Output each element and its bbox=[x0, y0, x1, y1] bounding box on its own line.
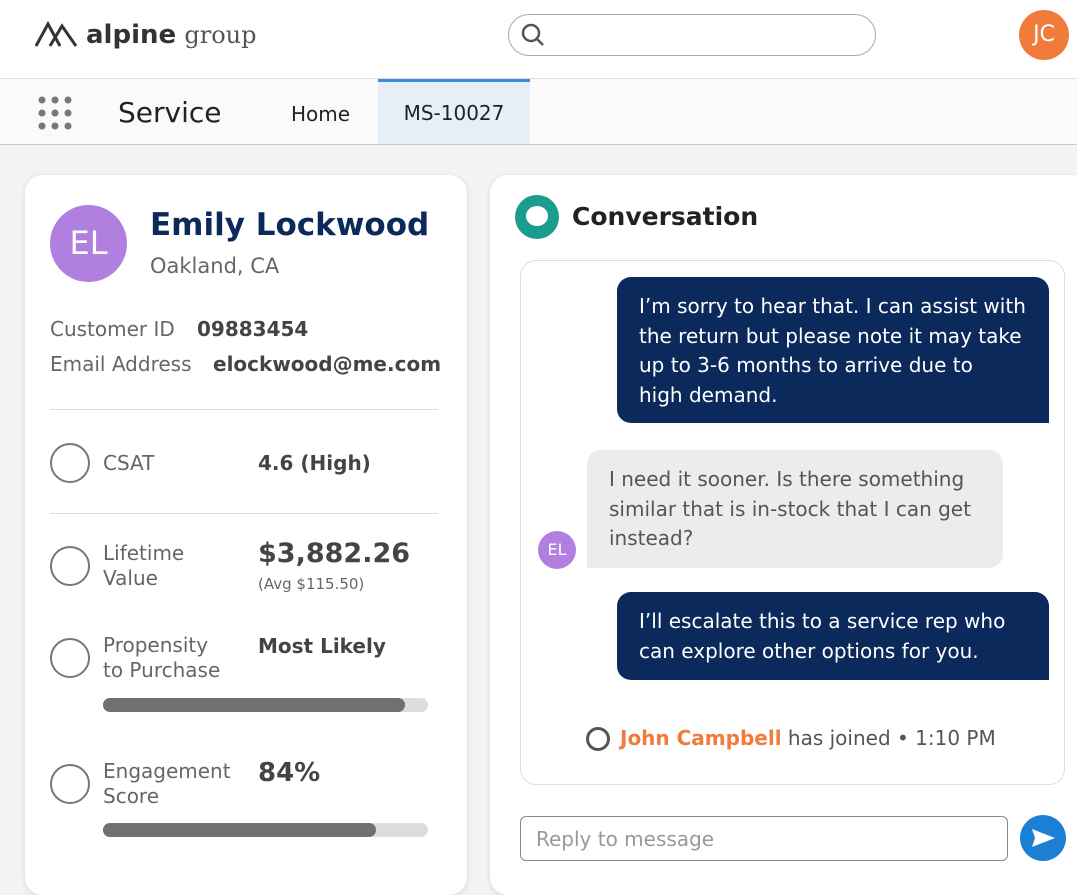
csat-label: CSAT bbox=[103, 451, 155, 475]
customer-avatar: EL bbox=[50, 205, 127, 282]
field-value: 09883454 bbox=[197, 317, 309, 341]
divider bbox=[50, 409, 438, 410]
label-line: Lifetime bbox=[103, 541, 185, 565]
propensity-label: Propensity to Purchase bbox=[103, 633, 220, 683]
agent-message: I’m sorry to hear that. I can assist wit… bbox=[617, 277, 1049, 423]
joined-text: has joined • 1:10 PM bbox=[787, 726, 996, 750]
field-value: elockwood@me.com bbox=[213, 352, 442, 376]
message-line: I’ll escalate this to a service rep who bbox=[639, 609, 1006, 633]
divider bbox=[50, 513, 438, 514]
app-launcher[interactable] bbox=[36, 95, 74, 133]
search-box[interactable] bbox=[508, 14, 876, 56]
message-avatar: EL bbox=[538, 531, 576, 569]
sparkle-icon bbox=[50, 764, 90, 804]
engagement-label: Engagement Score bbox=[103, 759, 231, 809]
message-line: up to 3-6 months to arrive due to bbox=[639, 353, 973, 377]
reply-input[interactable]: Reply to message bbox=[520, 816, 1008, 861]
propensity-value: Most Likely bbox=[258, 634, 386, 658]
conversation-icon bbox=[515, 195, 559, 239]
customer-card bbox=[25, 175, 467, 895]
field-label: Email Address bbox=[50, 352, 192, 376]
label-line: Score bbox=[103, 784, 160, 808]
agent-message: I’ll escalate this to a service rep who c… bbox=[617, 592, 1049, 680]
message-line: instead? bbox=[609, 526, 694, 550]
progress-fill bbox=[103, 823, 376, 837]
progress-track bbox=[103, 698, 428, 712]
joined-name: John Campbell bbox=[620, 726, 782, 750]
lifetime-avg: (Avg $115.50) bbox=[258, 575, 365, 593]
progress-track bbox=[103, 823, 428, 837]
label-line: Propensity bbox=[103, 633, 209, 657]
message-line: high demand. bbox=[639, 382, 778, 407]
tab[interactable]: Home bbox=[291, 102, 351, 126]
search-icon bbox=[521, 23, 544, 46]
sparkle-icon bbox=[50, 638, 90, 678]
label-line: Value bbox=[103, 566, 158, 590]
conversation-title: Conversation bbox=[572, 202, 759, 231]
logo-bold: alpine bbox=[86, 20, 177, 50]
message-line: the return but please note it may take bbox=[639, 323, 1022, 348]
send-button[interactable] bbox=[1020, 815, 1066, 861]
logo: alpine group bbox=[86, 20, 257, 50]
join-notice: John Campbell has joined • 1:10 PM bbox=[620, 726, 996, 750]
logo-light: group bbox=[184, 21, 257, 49]
label-line: to Purchase bbox=[103, 658, 221, 682]
user-avatar[interactable]: JC bbox=[1019, 10, 1069, 60]
message-line: I’m sorry to hear that. I can assist wit… bbox=[639, 294, 1026, 318]
logo-icon bbox=[34, 20, 78, 47]
tab-active[interactable]: MS-10027 bbox=[378, 79, 530, 144]
customer-message: I need it sooner. Is there something simi… bbox=[587, 450, 1003, 568]
agent-icon bbox=[586, 727, 610, 751]
cart-icon bbox=[50, 546, 90, 586]
nav-bar bbox=[0, 79, 1077, 145]
csat-value: 4.6 (High) bbox=[258, 451, 371, 475]
message-line: similar that is in-stock that I can get bbox=[609, 496, 971, 521]
csat-icon bbox=[50, 443, 90, 483]
engagement-value: 84% bbox=[258, 758, 321, 788]
customer-location: Oakland, CA bbox=[150, 254, 280, 278]
customer-name: Emily Lockwood bbox=[150, 207, 430, 243]
message-line: can explore other options for you. bbox=[639, 638, 979, 663]
lifetime-value: $3,882.26 bbox=[258, 538, 411, 569]
app-name: Service bbox=[118, 96, 222, 129]
lifetime-label: Lifetime Value bbox=[103, 541, 184, 591]
progress-fill bbox=[103, 698, 406, 712]
field-label: Customer ID bbox=[50, 317, 175, 341]
label-line: Engagement bbox=[103, 759, 231, 783]
message-line: I need it sooner. Is there something bbox=[609, 467, 965, 491]
chat-box bbox=[520, 260, 1065, 785]
